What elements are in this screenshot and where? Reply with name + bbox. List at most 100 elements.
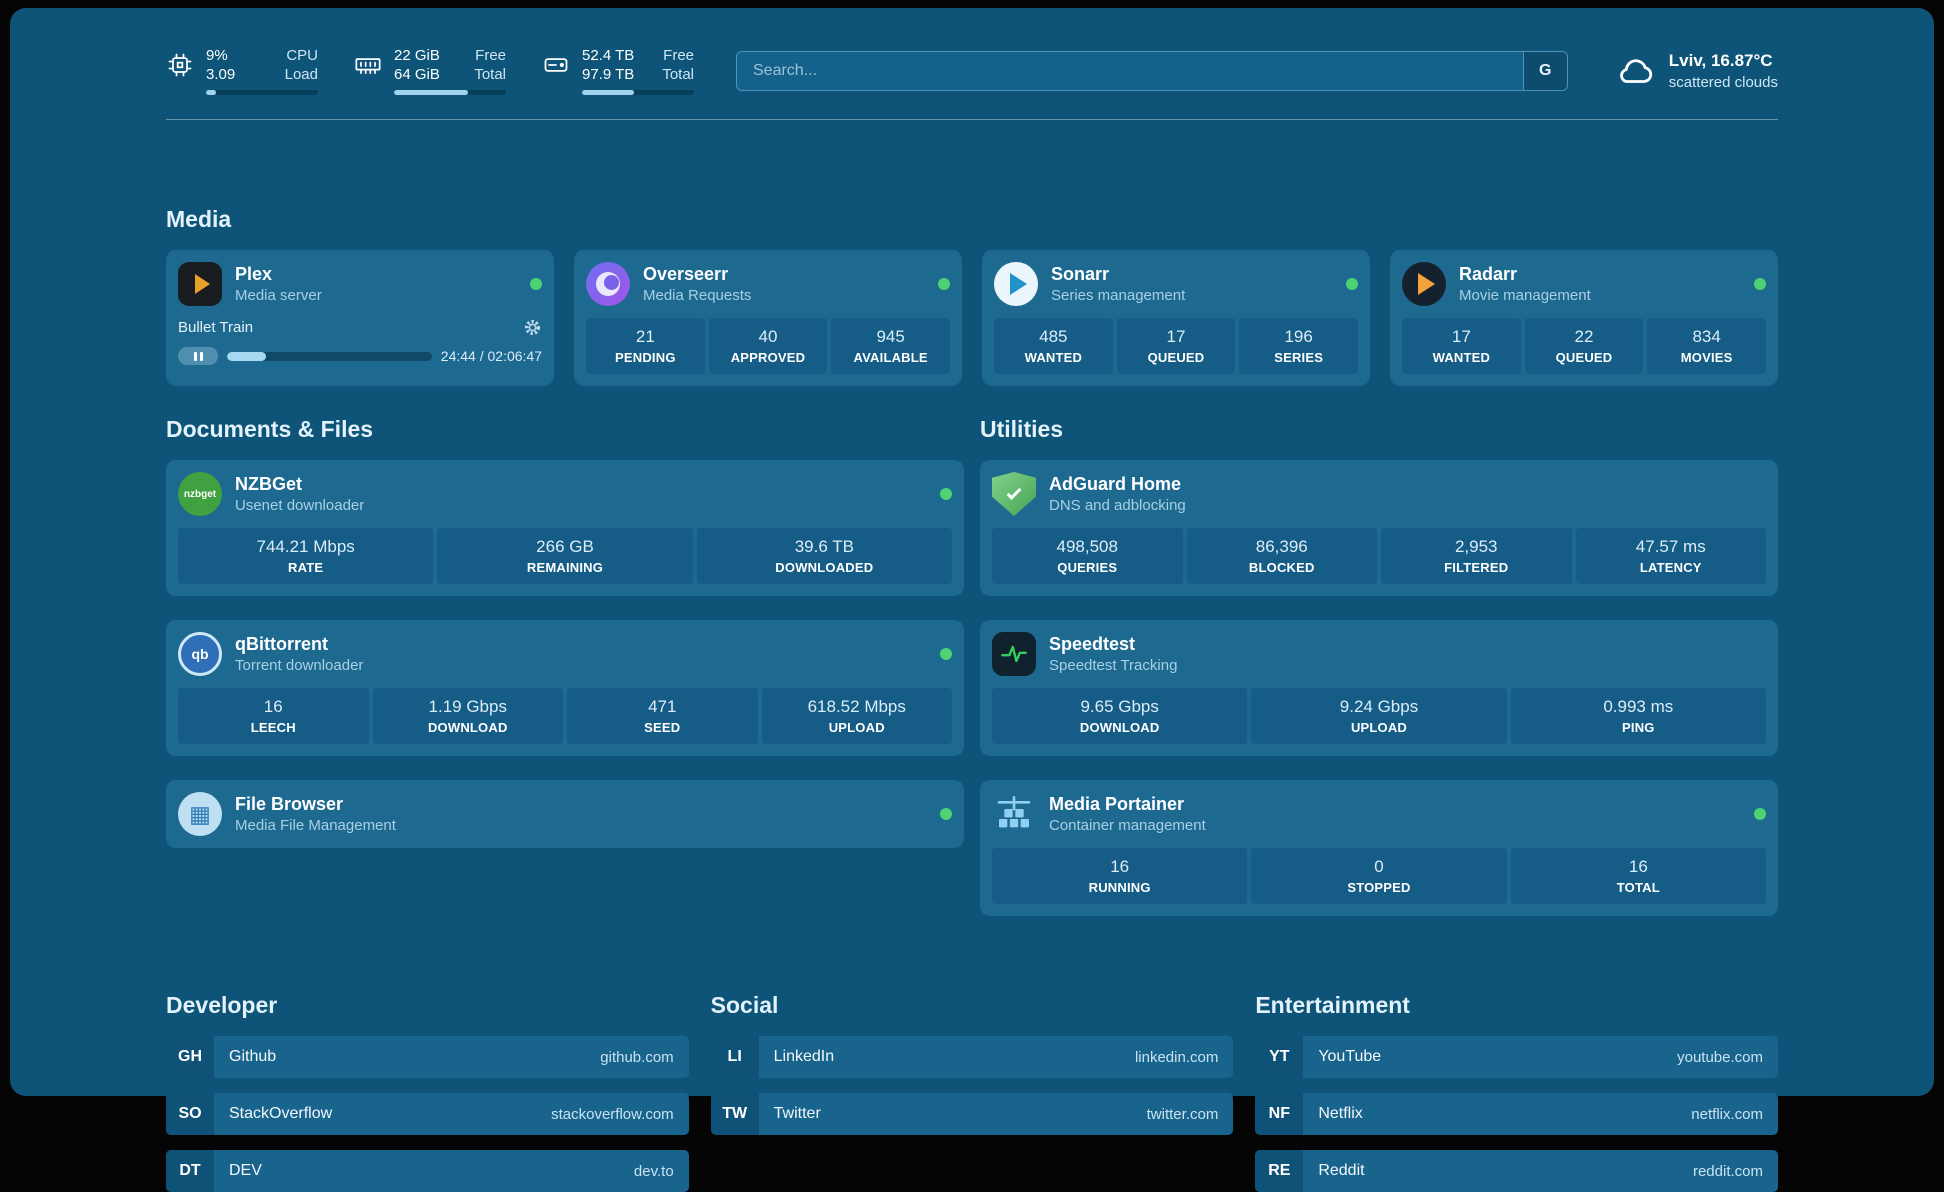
playback-progress-bar[interactable]: [227, 351, 432, 361]
status-dot: [940, 808, 952, 820]
app-subtitle: Movie management: [1459, 287, 1591, 304]
section-developer: Developer GH Github github.com SO StackO…: [166, 992, 689, 1192]
ram-label-2: Total: [474, 66, 506, 83]
bookmark-linkedin[interactable]: LI LinkedIn linkedin.com: [710, 1036, 1234, 1078]
cpu-label-2: Load: [284, 66, 318, 83]
status-dot: [940, 648, 952, 660]
cpu-progress-bar: [206, 90, 318, 95]
netflix-icon: NF: [1255, 1093, 1304, 1135]
section-title-media: Media: [166, 206, 232, 232]
weather-widget: Lviv, 16.87°C scattered clouds: [1614, 50, 1778, 92]
header-divider: [166, 119, 1778, 120]
stat-queries: 498,508 QUERIES: [992, 528, 1183, 584]
speedtest-icon: [992, 632, 1036, 676]
gear-icon[interactable]: [523, 318, 542, 337]
stat-wanted: 485 WANTED: [994, 318, 1113, 374]
youtube-icon: YT: [1255, 1036, 1304, 1078]
adguard-shield-icon: [992, 472, 1036, 516]
app-subtitle: Series management: [1051, 287, 1186, 304]
stat-remaining: 266 GB REMAINING: [437, 528, 693, 584]
bookmark-stackoverflow[interactable]: SO StackOverflow stackoverflow.com: [166, 1093, 689, 1135]
section-entertainment: Entertainment YT YouTube youtube.com NF …: [1255, 992, 1778, 1192]
app-card-adguard[interactable]: AdGuard Home DNS and adblocking 498,508 Q…: [980, 460, 1778, 596]
ram-icon: [354, 51, 382, 79]
pause-button[interactable]: [178, 347, 218, 365]
app-card-speedtest[interactable]: Speedtest Speedtest Tracking 9.65 Gbps DO…: [980, 620, 1778, 756]
app-card-sonarr[interactable]: Sonarr Series management 485 WANTED 17 QUE…: [982, 250, 1370, 386]
app-subtitle: Media File Management: [235, 817, 396, 834]
app-name: AdGuard Home: [1049, 474, 1182, 494]
app-name: qBittorrent: [235, 634, 328, 654]
stat-blocked: 86,396 BLOCKED: [1186, 528, 1377, 584]
app-card-portainer[interactable]: Media Portainer Container management 16 R…: [980, 780, 1778, 916]
stat-series: 196 SERIES: [1239, 318, 1358, 374]
app-name: NZBGet: [235, 474, 302, 494]
app-card-qbittorrent[interactable]: qb qBittorrent Torrent downloader 16 LEEC…: [166, 620, 964, 756]
disk-label-2: Total: [662, 66, 694, 83]
bookmark-netflix[interactable]: NF Netflix netflix.com: [1255, 1093, 1778, 1135]
filebrowser-icon: ▦: [178, 792, 222, 836]
app-name: File Browser: [235, 794, 344, 814]
stat-seed: 471 SEED: [567, 688, 758, 744]
stat-running: 16 RUNNING: [992, 848, 1248, 904]
playback-time: 24:44 / 02:06:47: [440, 348, 542, 364]
nzbget-icon: nzbget: [178, 472, 222, 516]
stat-queued: 17 QUEUED: [1116, 318, 1236, 374]
stat-stopped: 0 STOPPED: [1251, 848, 1507, 904]
search-input[interactable]: [737, 51, 1523, 90]
section-documents: Documents & Files nzbget NZBGet Usenet d…: [166, 416, 964, 848]
bookmark-dev[interactable]: DT DEV dev.to: [166, 1150, 689, 1192]
system-metrics: 9% CPU 3.09 Load 22 GiB Free 64 GiB: [166, 46, 694, 95]
section-title-documents: Documents & Files: [166, 416, 374, 442]
stat-available: 945 AVAILABLE: [831, 318, 950, 374]
weather-condition: scattered clouds: [1668, 73, 1778, 91]
section-title-utilities: Utilities: [980, 416, 1064, 442]
section-media: Media Plex Media server Bullet Tra: [166, 206, 1778, 386]
stat-upload: 618.52 Mbps UPLOAD: [761, 688, 952, 744]
section-title-developer: Developer: [166, 992, 278, 1018]
search-engine-button[interactable]: G: [1522, 51, 1567, 90]
qbittorrent-icon: qb: [178, 632, 222, 676]
ram-free: 22 GiB: [394, 47, 440, 64]
portainer-icon: [992, 792, 1036, 836]
app-card-overseerr[interactable]: Overseerr Media Requests 21 PENDING 40 APP…: [574, 250, 962, 386]
app-card-radarr[interactable]: Radarr Movie management 17 WANTED 22 QUEUE…: [1390, 250, 1778, 386]
stat-queued: 22 QUEUED: [1524, 318, 1644, 374]
app-card-filebrowser[interactable]: ▦ File Browser Media File Management: [166, 780, 964, 848]
disk-label-1: Free: [663, 47, 694, 64]
topbar: 9% CPU 3.09 Load 22 GiB Free 64 GiB: [166, 8, 1778, 95]
app-name: Speedtest: [1049, 634, 1136, 654]
status-dot: [1346, 278, 1358, 290]
dev-icon: DT: [166, 1150, 214, 1192]
cloud-icon: [1614, 50, 1656, 92]
bookmark-github[interactable]: GH Github github.com: [166, 1036, 689, 1078]
stat-approved: 40 APPROVED: [708, 318, 828, 374]
app-subtitle: Speedtest Tracking: [1049, 657, 1178, 674]
cpu-percent: 9%: [206, 47, 228, 64]
ram-progress-bar: [394, 90, 506, 95]
app-name: Radarr: [1459, 264, 1518, 284]
section-title-social: Social: [710, 992, 779, 1018]
now-playing-widget: Bullet Train 24:44 / 02:06:47: [178, 318, 542, 365]
cpu-icon: [166, 51, 194, 79]
disk-free: 52.4 TB: [582, 47, 635, 64]
dashboard: 9% CPU 3.09 Load 22 GiB Free 64 GiB: [10, 8, 1934, 1192]
stat-downloaded: 39.6 TB DOWNLOADED: [696, 528, 952, 584]
app-card-plex[interactable]: Plex Media server Bullet Train: [166, 250, 554, 386]
app-subtitle: DNS and adblocking: [1049, 497, 1186, 514]
app-card-nzbget[interactable]: nzbget NZBGet Usenet downloader 744.21 M…: [166, 460, 964, 596]
search-bar: G: [736, 50, 1568, 91]
disk-total: 97.9 TB: [582, 66, 635, 83]
status-dot: [1754, 808, 1766, 820]
status-dot: [940, 488, 952, 500]
stat-download: 1.19 Gbps DOWNLOAD: [372, 688, 563, 744]
bookmark-twitter[interactable]: TW Twitter twitter.com: [710, 1093, 1234, 1135]
app-subtitle: Media Requests: [643, 287, 752, 304]
section-social: Social LI LinkedIn linkedin.com TW Twitt…: [710, 992, 1234, 1192]
metric-disk: 52.4 TB Free 97.9 TB Total: [542, 46, 694, 95]
bookmark-youtube[interactable]: YT YouTube youtube.com: [1255, 1036, 1778, 1078]
stat-rate: 744.21 Mbps RATE: [178, 528, 434, 584]
ram-total: 64 GiB: [394, 66, 440, 83]
bookmark-reddit[interactable]: RE Reddit reddit.com: [1255, 1150, 1778, 1192]
app-subtitle: Container management: [1049, 817, 1206, 834]
